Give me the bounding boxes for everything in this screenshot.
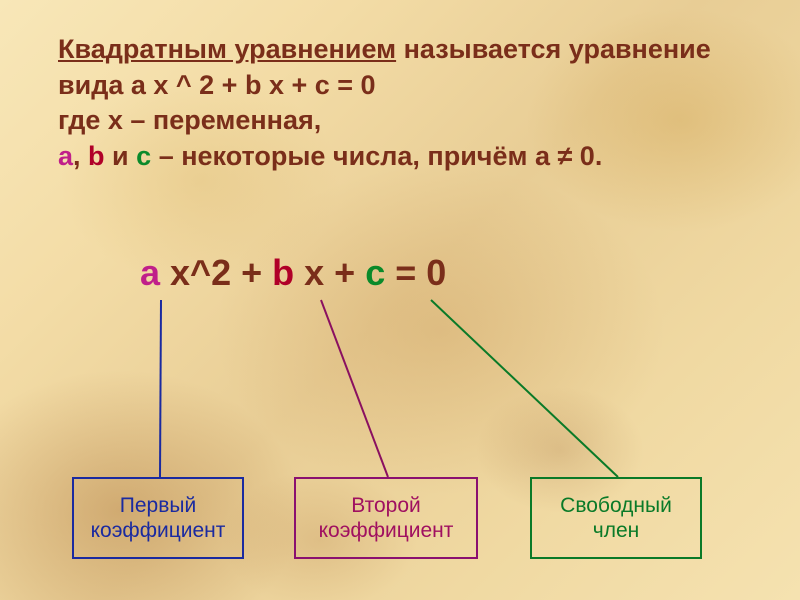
callout-label: Второй коэффициент [300, 493, 472, 543]
callout-label: Первый коэффициент [78, 493, 238, 543]
callout-free-term: Свободный член [530, 477, 702, 559]
callout-second-coef: Второй коэффициент [294, 477, 478, 559]
heading-coef-a: a [58, 141, 73, 171]
formula-coef-a: a [140, 252, 160, 293]
heading-sep1: , [73, 141, 88, 171]
formula-part3: = 0 [385, 252, 446, 293]
formula-coef-b: b [272, 252, 294, 293]
callout-first-coef: Первый коэффициент [72, 477, 244, 559]
formula-part2: x + [294, 252, 365, 293]
callout-label: Свободный член [536, 493, 696, 543]
heading-block: Квадратным уравнением называется уравнен… [58, 32, 742, 175]
heading-line3: где x – переменная, [58, 105, 321, 135]
heading-sep2: и [105, 141, 137, 171]
heading-coef-b: b [88, 141, 105, 171]
formula-coef-c: c [365, 252, 385, 293]
heading-coef-c: c [136, 141, 151, 171]
title-text: Квадратным уравнением [58, 34, 396, 64]
formula-part1: x^2 + [160, 252, 272, 293]
formula: a x^2 + b x + c = 0 [140, 252, 446, 294]
heading-line4-rest: – некоторые числа, причём a ≠ 0. [151, 141, 602, 171]
